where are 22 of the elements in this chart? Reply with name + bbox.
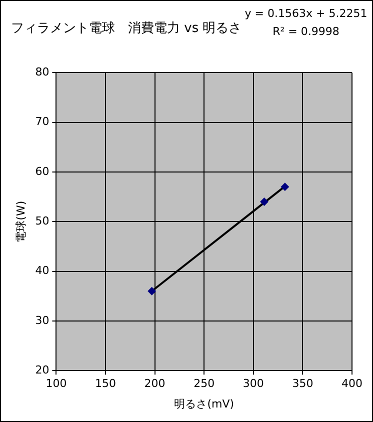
text: y = 0.1563x + 5.2251: [244, 7, 368, 20]
y-tick-label: 60: [35, 164, 50, 178]
point: [148, 287, 156, 296]
text: R² = 0.9998: [272, 25, 340, 38]
y-axis-title: 電球(W): [14, 200, 28, 242]
chart-title: フィラメント電球 消費電力 vs 明るさ: [11, 21, 242, 36]
x-tick-label: 400: [342, 377, 362, 390]
x-tick-label: 200: [144, 377, 166, 390]
x-tick-label: 100: [46, 377, 67, 390]
y-tick-label: 40: [35, 264, 50, 278]
point: [260, 198, 268, 206]
x-tick-label: 300: [242, 377, 264, 390]
y-tick-label: 80: [35, 65, 50, 78]
x-axis-title: 明るさ(mV): [174, 397, 234, 410]
point: [280, 182, 289, 191]
x-tick-label: 350: [292, 377, 314, 390]
x-tick-label: 150: [95, 377, 116, 390]
y-tick-label: 70: [35, 115, 50, 128]
y-tick-label: 50: [35, 214, 50, 228]
x-tick-label: 250: [194, 377, 215, 390]
y-tick-label: 20: [35, 363, 50, 376]
y-tick-label: 30: [35, 314, 50, 327]
